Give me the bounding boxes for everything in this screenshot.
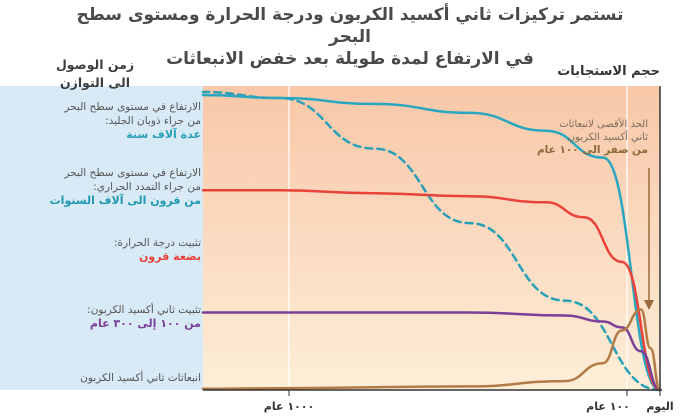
series-line-temperature [201, 189, 662, 392]
series-line-co2-stabilization [201, 311, 662, 392]
legend-item-co2-stabilization-line-1: تثبيت ثاني أكسيد الكربون: [87, 304, 201, 316]
series-line-thermal-expansion [201, 93, 662, 392]
legend-item-ice-melt-line-1: الارتفاع في مستوى سطح البحر [64, 101, 201, 113]
x-tick-label-1000-years: ١٠٠٠ عام [264, 400, 314, 413]
legend-item-thermal-expansion-line-2: من جراء التمدد الحراري: [93, 181, 201, 193]
x-tick-label-today: اليوم [646, 400, 673, 413]
time-to-equilibrium-header-line-1: زمن الوصول [55, 57, 135, 72]
peak-emissions-annotation: الحد الأقصى لانبعاثات ثاني أكسيد الكربون… [518, 118, 648, 157]
legend-panel [0, 86, 203, 390]
time-to-equilibrium-header-line-2: الى التوازن [59, 75, 131, 90]
legend-item-co2-stabilization-time: من ١٠٠ إلى ٣٠٠ عام [89, 317, 201, 330]
legend-item-thermal-expansion-line-1: الارتفاع في مستوى سطح البحر [64, 167, 201, 179]
legend-item-thermal-expansion: الارتفاع في مستوى سطح البحر من جراء التم… [8, 166, 201, 208]
legend-item-ice-melt: الارتفاع في مستوى سطح البحر من جراء ذوبا… [8, 100, 201, 142]
chart-title: تستمر تركيزات ثاني أكسيد الكربون ودرجة ا… [60, 4, 640, 70]
chart-title-line-2: في الارتفاع لمدة طويلة بعد خفض الانبعاثا… [166, 49, 534, 69]
legend-item-temperature-line-1: تثبيت درجة الحرارة: [114, 237, 201, 249]
legend-item-ice-melt-time: عدة آلاف سنة [126, 128, 201, 141]
plot-background [203, 86, 660, 390]
y-axis-label: حجم الاستجابات [557, 64, 660, 79]
chart-title-line-1: تستمر تركيزات ثاني أكسيد الكربون ودرجة ا… [76, 5, 624, 47]
time-to-equilibrium-header: زمن الوصول الى التوازن [20, 56, 170, 92]
annotation-line-1: الحد الأقصى لانبعاثات [559, 119, 648, 130]
legend-item-temperature: تثبيت درجة الحرارة: بضعة قرون [8, 236, 201, 264]
annotation-line-2: ثاني أكسيد الكربون [567, 132, 648, 143]
legend-item-co2-emissions: انبعاثات ثاني أكسيد الكربون [8, 371, 201, 385]
series-line-co2-emissions [201, 308, 662, 392]
series-layer [201, 90, 662, 392]
legend-item-ice-melt-line-2: من جراء ذوبان الجليد: [105, 115, 201, 127]
annotation-line-3: من صفر الى ١٠٠ عام [536, 144, 648, 156]
legend-item-co2-stabilization: تثبيت ثاني أكسيد الكربون: من ١٠٠ إلى ٣٠٠… [8, 303, 201, 331]
legend-item-co2-emissions-line-1: انبعاثات ثاني أكسيد الكربون [80, 372, 201, 384]
x-tick-label-100-years: ١٠٠ عام [586, 400, 630, 413]
annotation-arrow-head [644, 300, 654, 310]
legend-item-thermal-expansion-time: من قرون الى آلاف السنوات [49, 194, 201, 207]
legend-item-temperature-time: بضعة قرون [139, 250, 201, 263]
